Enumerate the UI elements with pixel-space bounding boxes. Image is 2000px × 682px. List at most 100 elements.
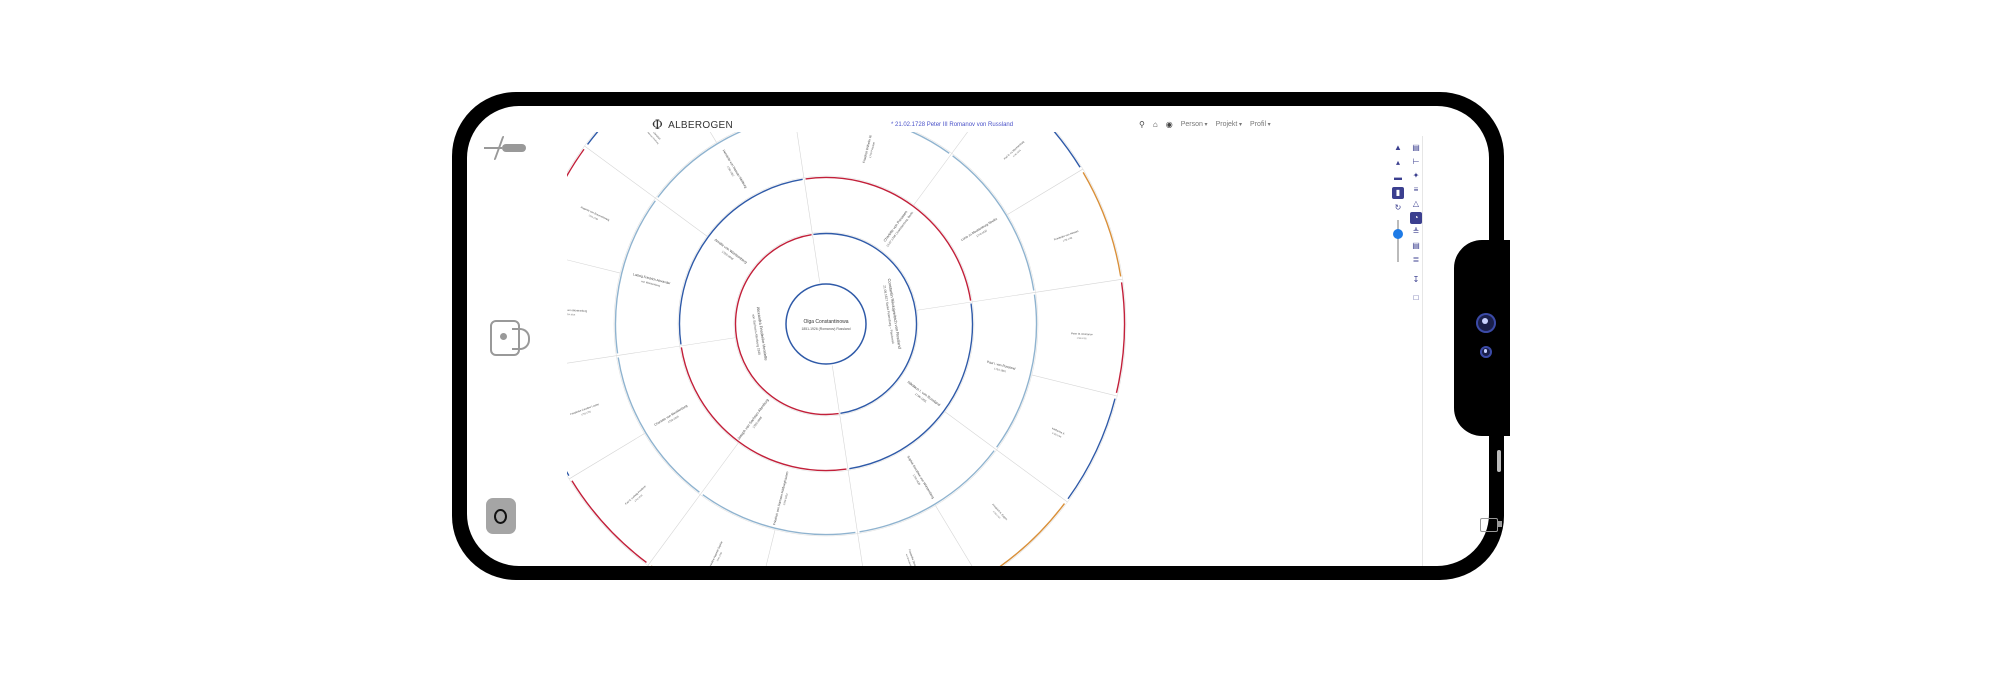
segment-divider [811,232,821,283]
segment-divider [655,197,708,237]
share-icon[interactable]: ✦ [1412,171,1420,180]
ring-outline-1 [733,231,919,417]
home-button[interactable] [486,498,516,534]
segment-divider [996,449,1068,503]
generation-arc [1067,398,1116,500]
generation-arc [617,357,700,493]
breadcrumb[interactable]: * 21.02.1728 Peter III Romanov von Russl… [891,122,1014,128]
boat-outline-icon[interactable]: △ [1412,199,1420,208]
person-dates: 1759-1828 [912,473,922,486]
segment-divider [699,442,739,495]
volume-button[interactable] [1497,450,1501,472]
segment-divider [765,529,776,566]
segment-divider [567,259,621,274]
person-dates: 1741-1816 [1013,149,1022,158]
segment-divider [647,494,701,566]
generation-arc [567,148,585,178]
branch-icon[interactable]: ⊢ [1412,157,1420,166]
sensor-icon [1480,346,1492,358]
top-nav: ⚲ ⌂ ◉ Person Projekt Profil [1139,120,1271,129]
center-person-name: Olga Constantinowa [803,319,848,325]
segment-divider [857,533,863,566]
zoom-slider-handle[interactable] [1393,229,1403,239]
person-dates: 1752-1782 [581,411,592,417]
person-name[interactable]: Nikolaus I. von Russland [907,380,941,407]
person-dates: von Sachsen-Altenburg 1830 [751,314,761,355]
book-icon[interactable]: ▤ [1412,143,1420,152]
menu-person[interactable]: Person [1181,121,1208,128]
ship-small-icon[interactable]: ▴ [1395,158,1400,167]
person-name[interactable]: Joseph von Sachsen-Altenburg [737,398,770,441]
stairs-icon[interactable]: ▤ [1412,241,1420,250]
back-gesture-icon[interactable] [484,136,530,160]
generation-arc [614,200,656,354]
segment-divider [709,132,717,143]
chart-icon[interactable]: ≣ [1412,255,1420,264]
person-name[interactable]: Luise zu Mecklenburg-Strelitz [960,217,998,242]
segment-divider [916,301,973,311]
person-label-group: Friedrich von Sachsen-Hildburghausen1763… [772,471,789,526]
person-name[interactable]: Karl Christian [648,132,662,141]
generation-arc [813,232,918,415]
person-name[interactable]: Henriette von Nassau-Weilburg [722,149,748,189]
menu-projekt[interactable]: Projekt [1216,121,1242,128]
person-dates: 1732-1797 [992,511,1001,520]
person-avatar-icon: ◉ [1165,120,1173,129]
person-label-group: Friedrich Wilhelm III.1770 Potsdam [862,134,876,163]
person-dates: 1754-1816 [567,314,576,316]
boat-icon[interactable]: ▬ [1394,173,1402,182]
app-header: Ф ALBEROGEN * 21.02.1728 Peter III Roman… [467,106,1489,136]
person-name[interactable]: Amelie von Württemberg [714,238,748,265]
segment-divider [796,132,805,178]
front-camera-icon [1476,313,1496,333]
segment-divider [944,411,997,451]
person-label-group: Katharina II.1729-1796 [1051,426,1066,439]
person-name[interactable]: Friedrich II. von Württemberg [567,307,588,313]
generation-arc [734,233,839,416]
person-name[interactable]: Charlotte von Mecklenburg [653,404,688,427]
document-icon[interactable]: □ [1413,293,1419,302]
ring-outline-4 [567,132,1127,566]
person-dates: 1741-1816 [635,494,644,503]
person-name[interactable]: Katharina II. [1051,426,1066,436]
segment-divider [972,292,1036,303]
generation-arc [849,303,974,470]
person-name[interactable]: Sophie Dorothee von Württemberg [906,455,935,499]
logo-mark-icon: Ф [652,118,664,133]
rotation-lock-icon[interactable] [490,320,534,356]
fan-chart[interactable]: Olga Constantinowa 1851-1926 (Romanov) Ru… [567,132,1207,566]
list-icon[interactable]: ≡ [1413,185,1419,194]
segment-divider [831,365,841,416]
refresh-icon[interactable]: ↻ [1394,203,1402,212]
ring-outline-2 [677,175,975,473]
segment-divider [913,153,953,206]
segment-divider [1007,168,1084,215]
ship-icon[interactable]: ▲ [1394,143,1402,152]
person-name[interactable]: Paul I. von Russland [987,360,1017,371]
app-logo[interactable]: Ф ALBEROGEN [652,118,733,133]
fan-icon[interactable]: ◔ [1410,212,1422,224]
home-icon[interactable]: ⌂ [1152,120,1158,129]
person-name[interactable]: Friedrich Wilhelm III. [862,134,873,163]
person-name[interactable]: Peter III. Romanov [1071,331,1093,336]
layout-icon[interactable]: ▮ [1392,187,1404,199]
menu-profil[interactable]: Profil [1250,121,1271,128]
download-icon[interactable]: ↧ [1412,275,1420,284]
tree-icon[interactable]: ≜ [1412,227,1420,236]
segment-divider [616,345,680,356]
zoom-slider[interactable] [1397,220,1399,262]
search-icon[interactable]: ⚲ [1139,120,1145,129]
person-dates: 1740-1786 [717,551,723,562]
